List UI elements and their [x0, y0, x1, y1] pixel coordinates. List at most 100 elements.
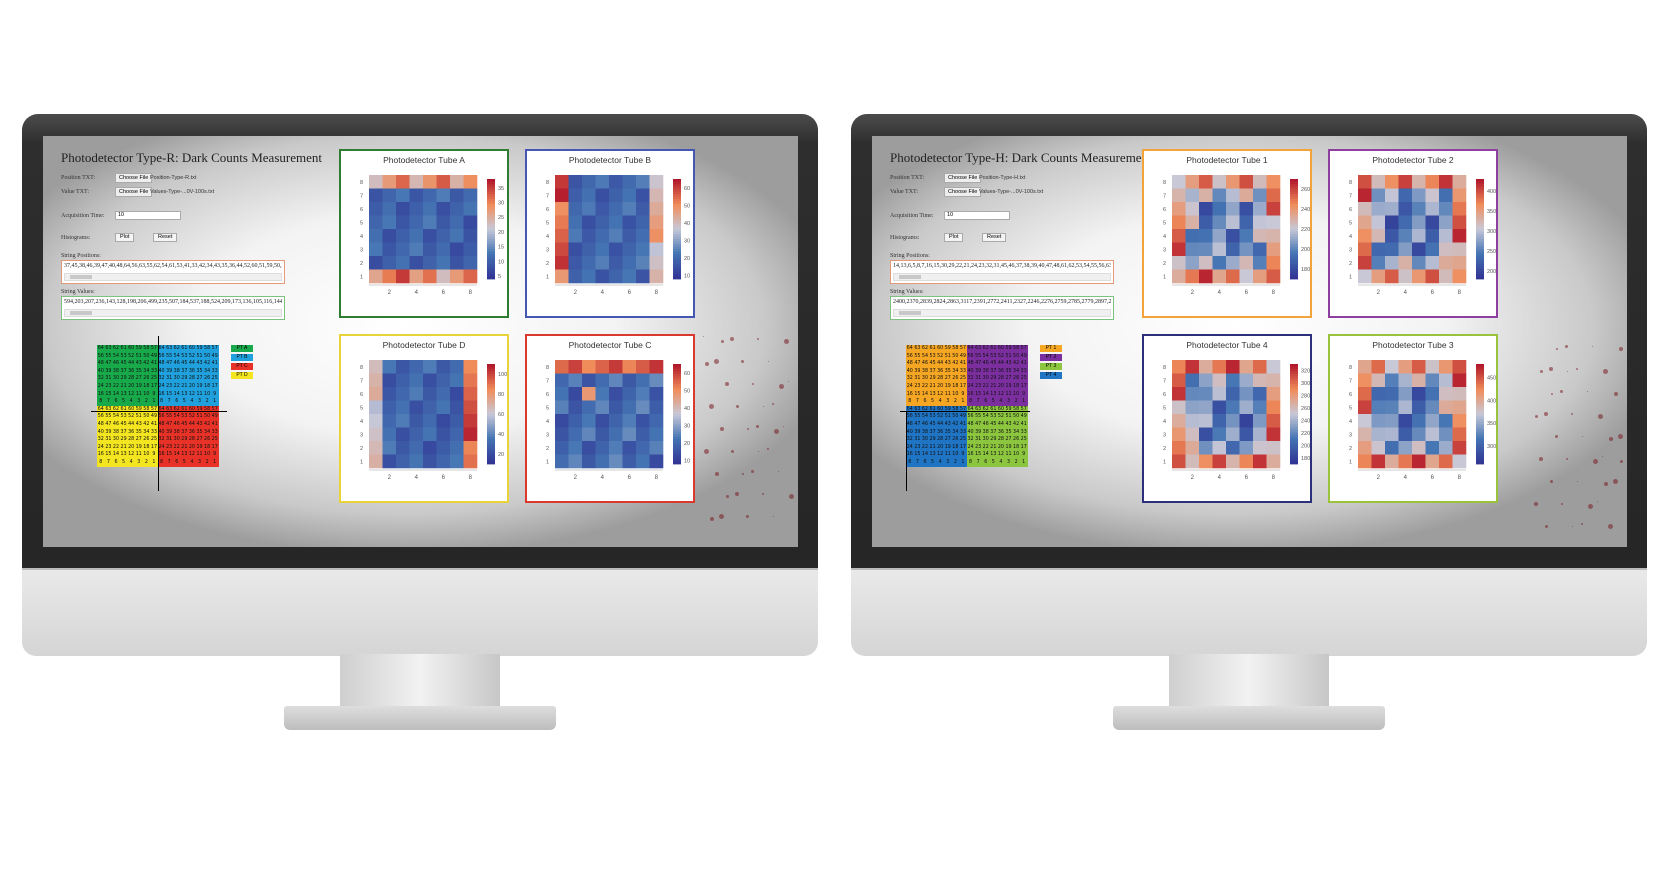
heatmap-cell	[1371, 441, 1386, 455]
channel-cell: 8	[157, 398, 166, 406]
heatmap-cell	[1199, 373, 1213, 388]
colorbar-segment	[1290, 246, 1298, 250]
scroll-thumb[interactable]	[70, 311, 92, 315]
colorbar-segment	[673, 446, 681, 450]
channel-cell: 64	[966, 405, 975, 414]
channel-cell: 47	[974, 360, 982, 368]
channel-cell: 57	[959, 405, 967, 414]
heatmap-cell	[582, 454, 596, 469]
colorbar-segment	[1290, 444, 1298, 447]
reset-button[interactable]: Reset	[982, 233, 1007, 242]
heatmap-cell	[555, 269, 569, 284]
channel-cell: 26	[142, 436, 151, 444]
channel-cell: 60	[997, 405, 1005, 414]
heatmap-cell	[1398, 256, 1413, 270]
channel-cell: 12	[936, 390, 944, 399]
channel-cell: 34	[203, 428, 211, 437]
heatmap-cell	[369, 175, 383, 189]
heatmap-cell	[382, 202, 397, 216]
acquisition-time-input[interactable]: 10	[115, 211, 181, 220]
colorbar-segment	[1290, 451, 1298, 455]
channel-cell: 49	[1019, 352, 1028, 361]
choose-value-file-button[interactable]: Choose File	[944, 187, 982, 197]
scroll-thumb[interactable]	[70, 275, 92, 279]
y-tick-label: 2	[546, 261, 549, 267]
plot-button[interactable]: Plot	[115, 233, 135, 242]
choose-position-file-button[interactable]: Choose File	[944, 173, 982, 183]
heatmap-cell	[636, 188, 650, 203]
heatmap-cell	[423, 373, 437, 388]
colorbar-segment	[673, 239, 681, 242]
heatmap-cell	[1185, 215, 1200, 230]
horizontal-scrollbar[interactable]	[893, 309, 1111, 317]
acquisition-time-input[interactable]: 10	[944, 211, 1010, 220]
heatmap-cell	[1358, 427, 1372, 442]
channel-cell: 39	[165, 367, 173, 376]
channel-cell: 5	[180, 458, 189, 467]
string-values-box[interactable]: 594,203,207,236,143,128,198,206,499,235,…	[61, 296, 285, 320]
channel-cell: 63	[104, 345, 113, 353]
channel-cell: 56	[906, 413, 914, 421]
choose-value-file-button[interactable]: Choose File	[115, 187, 153, 197]
string-positions-box[interactable]: 14,13,6,5,8,7,16,15,30,29,22,21,24,23,32…	[890, 260, 1114, 284]
heatmap-cell	[450, 387, 464, 401]
channel-cell: 32	[97, 375, 105, 383]
colorbar-segment	[673, 384, 681, 387]
heatmap-cell	[369, 188, 383, 203]
channel-cell: 33	[210, 428, 219, 437]
channel-cell: 40	[97, 367, 105, 376]
colorbar-segment	[487, 209, 495, 212]
channel-cell: 32	[97, 436, 105, 444]
heatmap-cell	[1199, 454, 1213, 469]
colorbar-segment	[487, 276, 495, 280]
channel-cell: 1	[959, 398, 967, 406]
heatmap-cell	[396, 441, 410, 455]
colorbar-tick-label: 25	[498, 215, 504, 221]
heatmap-cell	[369, 454, 383, 469]
heatmap-cell	[1425, 256, 1440, 270]
horizontal-scrollbar[interactable]	[64, 309, 282, 317]
channel-cell: 27	[195, 436, 204, 444]
channel-cell: 7	[913, 458, 922, 467]
scroll-thumb[interactable]	[899, 311, 921, 315]
heatmap-cell	[1358, 256, 1372, 270]
heatmap-cell	[409, 454, 424, 469]
colorbar-segment	[1290, 421, 1298, 425]
string-values-box[interactable]: 2400,2370,2839,2824,2863,3117,2391,2772,…	[890, 296, 1114, 320]
colorbar-segment	[1290, 394, 1298, 397]
channel-cell: 27	[134, 436, 143, 444]
channel-cell: 52	[936, 413, 944, 421]
heatmap-cell	[1425, 360, 1440, 374]
channel-cell: 34	[1012, 428, 1020, 437]
colorbar-segment	[487, 381, 495, 385]
heatmap-cell	[1212, 175, 1227, 189]
scroll-thumb[interactable]	[899, 275, 921, 279]
horizontal-scrollbar[interactable]	[64, 273, 282, 281]
heatmap-cell	[1412, 242, 1426, 257]
string-positions-box[interactable]: 37,45,38,46,39,47,40,48,64,56,63,55,62,5…	[61, 260, 285, 284]
channel-cell: 56	[97, 352, 105, 361]
channel-cell: 56	[906, 352, 914, 361]
channel-cell: 33	[959, 428, 967, 437]
heatmap-cell	[1398, 175, 1413, 189]
colorbar-segment	[487, 219, 495, 222]
channel-cell: 16	[966, 451, 975, 459]
heatmap-cell	[1398, 188, 1413, 203]
colorbar-segment	[1476, 439, 1484, 442]
heatmap-cell	[1439, 373, 1453, 388]
channel-cell: 47	[165, 420, 173, 429]
channel-cell: 36	[127, 428, 135, 437]
horizontal-scrollbar[interactable]	[893, 273, 1111, 281]
choose-position-file-button[interactable]: Choose File	[115, 173, 153, 183]
colorbar-segment	[1476, 431, 1484, 435]
map-vertical-axis	[906, 411, 907, 491]
y-tick-label: 8	[360, 365, 363, 371]
reset-button[interactable]: Reset	[153, 233, 178, 242]
channel-cell: 18	[203, 443, 211, 452]
heatmap-cell	[463, 427, 478, 442]
heatmap-cell	[1239, 188, 1254, 203]
heatmap-cell	[1239, 175, 1254, 189]
colorbar-segment	[673, 189, 681, 192]
plot-button[interactable]: Plot	[944, 233, 964, 242]
splatter-dot	[1618, 434, 1623, 439]
